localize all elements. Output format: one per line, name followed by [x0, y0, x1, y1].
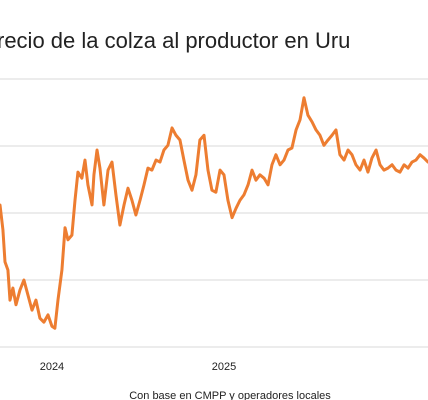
price-line — [0, 96, 428, 330]
chart-title: recio de la colza al productor en Uru — [0, 28, 350, 53]
x-tick-label: 2025 — [212, 361, 236, 373]
chart-subtitle: Con base en CMPP y operadores locales — [129, 390, 331, 400]
x-tick-label: 2024 — [40, 361, 64, 373]
